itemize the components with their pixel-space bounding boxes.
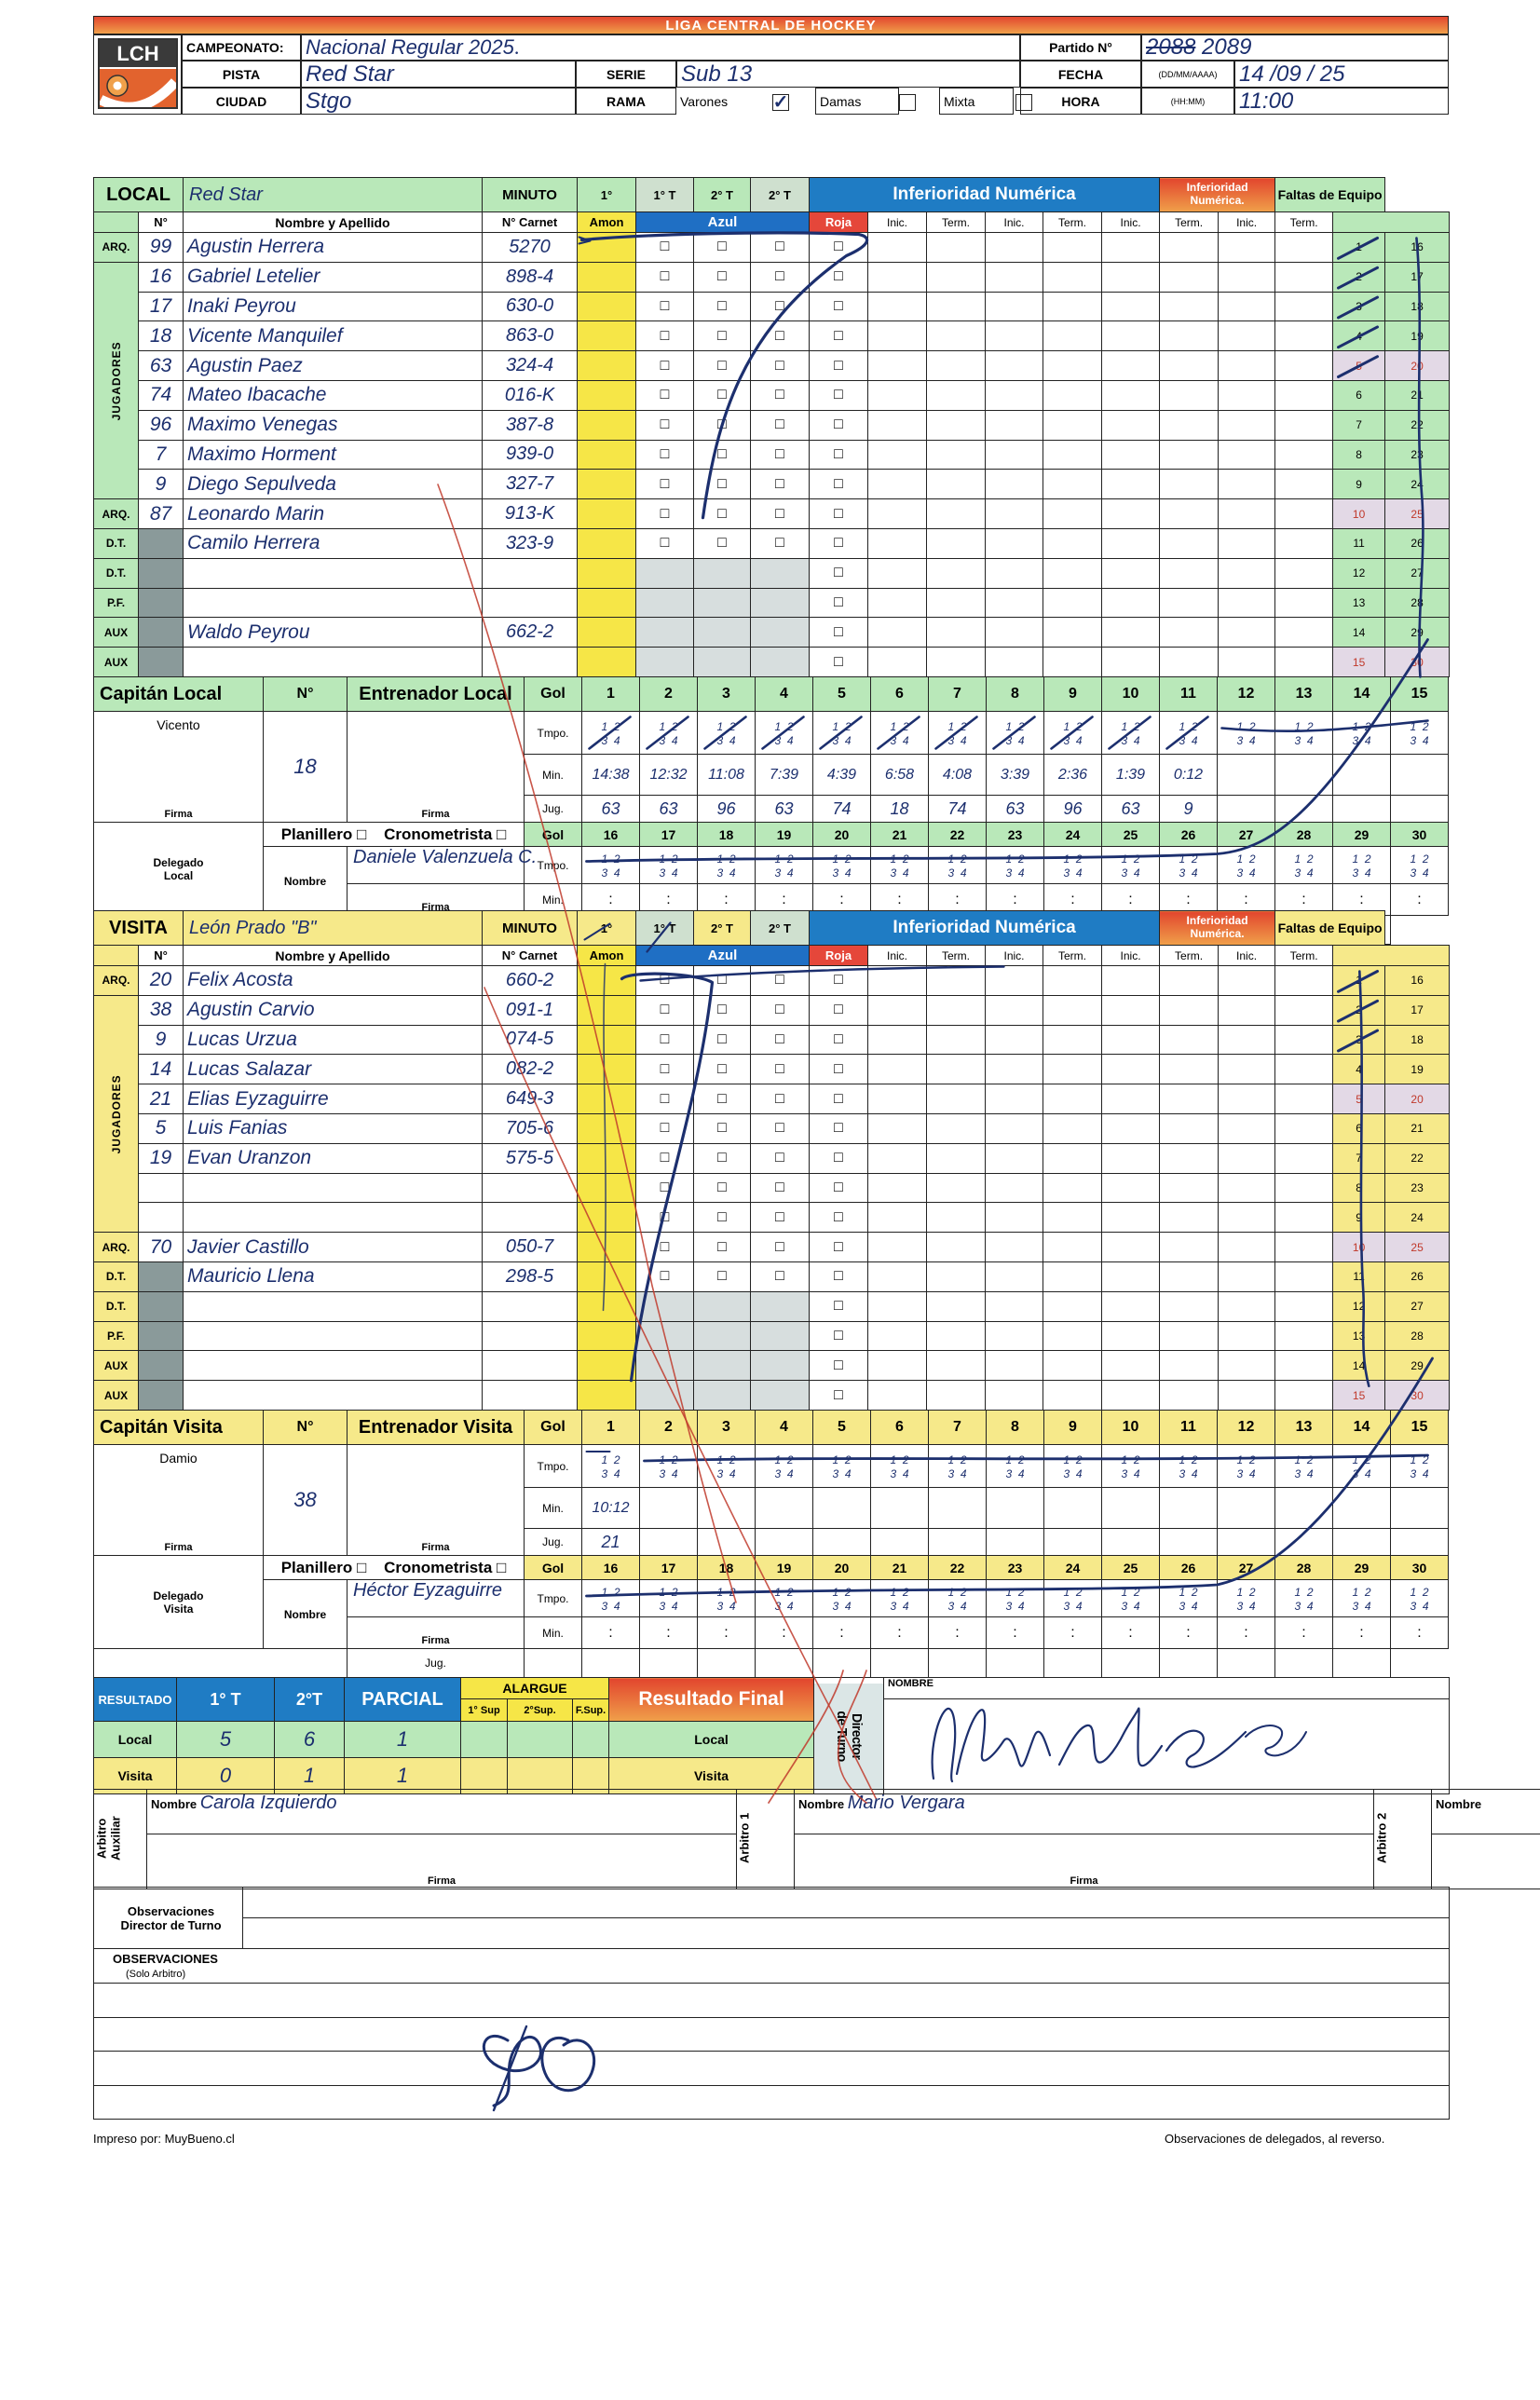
svg-text:LCH: LCH [116, 42, 158, 65]
